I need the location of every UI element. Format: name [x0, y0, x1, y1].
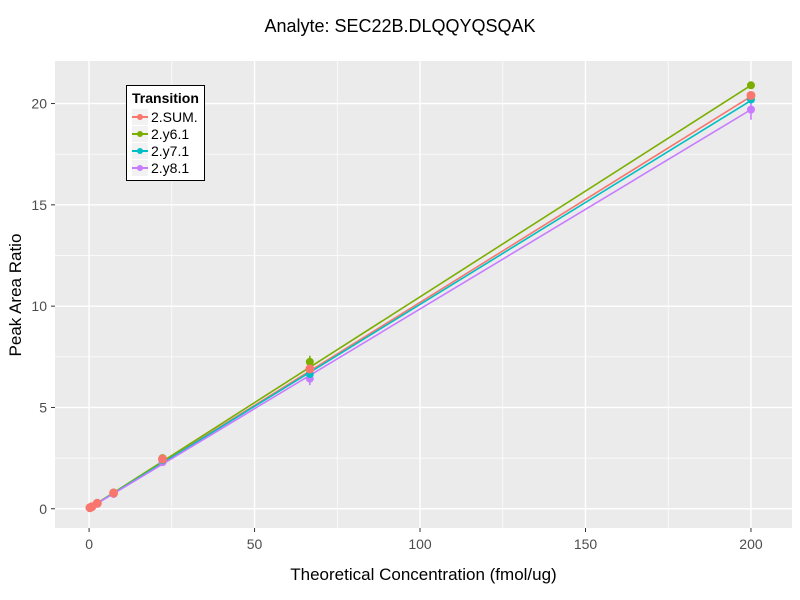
y-axis-title: Peak Area Ratio: [6, 233, 25, 357]
legend-key-icon: [132, 142, 148, 159]
legend-label: 2.y7.1: [151, 142, 190, 159]
legend-key-icon: [132, 125, 148, 142]
legend-item-2.y8.1: 2.y8.1: [132, 159, 199, 176]
chart-title: Analyte: SEC22B.DLQQYQSQAK: [264, 16, 536, 36]
legend-item-2.SUM.: 2.SUM.: [132, 108, 199, 125]
legend-point-swatch: [137, 113, 143, 120]
data-point-2.SUM.: [158, 454, 168, 464]
y-tick-label: 20: [31, 96, 47, 112]
legend-item-2.y7.1: 2.y7.1: [132, 142, 199, 159]
legend-label: 2.y6.1: [151, 125, 190, 142]
data-point-2.y8.1: [746, 105, 755, 114]
legend-items: 2.SUM. 2.y6.1 2.y7.1 2.y8.1: [132, 108, 199, 176]
x-axis-title: Theoretical Concentration (fmol/ug): [290, 565, 557, 584]
x-tick-label: 200: [739, 536, 763, 552]
legend-key-icon: [132, 108, 148, 125]
y-tick-label: 0: [39, 501, 47, 517]
legend-label: 2.SUM.: [151, 108, 198, 125]
data-point-2.SUM.: [305, 364, 315, 374]
fit-line-2.y8.1: [88, 108, 752, 510]
legend-item-2.y6.1: 2.y6.1: [132, 125, 199, 142]
legend: Transition 2.SUM. 2.y6.1 2.y7.1 2.y8.1: [126, 85, 205, 181]
x-tick-label: 50: [247, 536, 263, 552]
y-tick-label: 10: [31, 298, 47, 314]
legend-point-swatch: [137, 130, 143, 137]
data-point-2.SUM.: [746, 90, 756, 100]
fit-line-2.y6.1: [88, 84, 752, 510]
data-point-2.SUM.: [109, 488, 119, 498]
fit-line-2.y7.1: [88, 99, 752, 510]
legend-title: Transition: [132, 90, 199, 106]
x-tick-label: 150: [574, 536, 598, 552]
legend-key-icon: [132, 159, 148, 176]
legend-point-swatch: [137, 164, 143, 171]
x-tick-label: 0: [85, 536, 93, 552]
data-point-2.SUM.: [92, 498, 102, 508]
legend-point-swatch: [137, 147, 143, 154]
data-point-2.y6.1: [305, 357, 314, 366]
x-tick-label: 100: [408, 536, 432, 552]
y-tick-label: 15: [31, 197, 47, 213]
legend-label: 2.y8.1: [151, 159, 190, 176]
data-point-2.y6.1: [746, 81, 755, 90]
y-tick-label: 5: [39, 399, 47, 415]
